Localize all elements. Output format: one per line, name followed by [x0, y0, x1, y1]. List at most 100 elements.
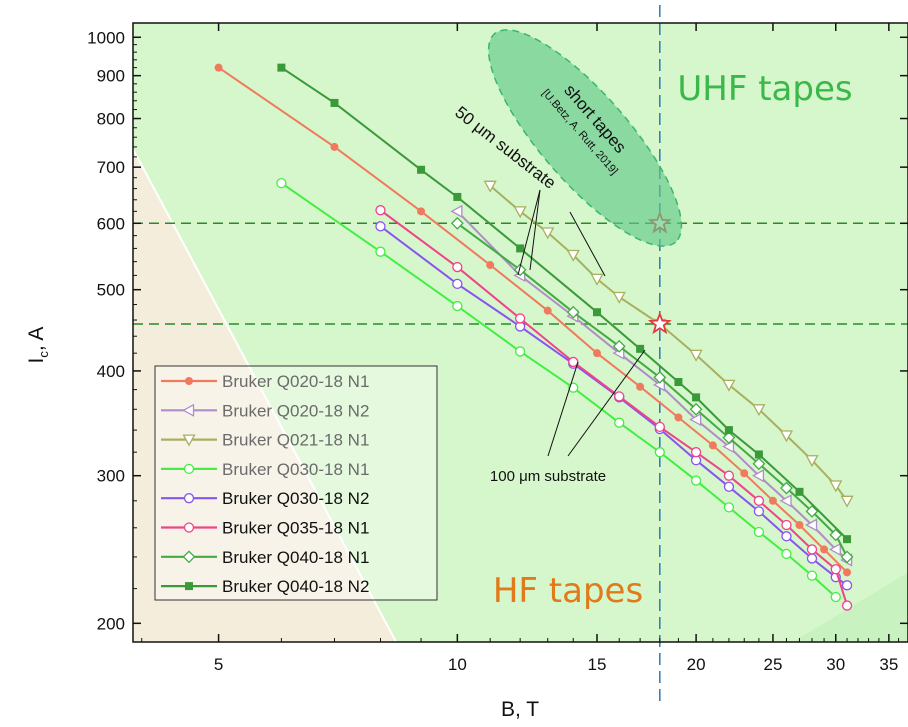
data-point — [795, 520, 804, 529]
substrate-50-pointer — [529, 189, 541, 271]
star-marker — [647, 311, 672, 335]
y-axis-title-unit: , A — [25, 327, 48, 352]
data-point — [614, 417, 625, 428]
legend-label: Bruker Q030-18 N1 — [222, 460, 369, 479]
legend-label: Bruker Q020-18 N2 — [222, 401, 369, 420]
y-tick-label: 500 — [97, 281, 125, 300]
data-point — [805, 504, 819, 518]
data-point — [514, 346, 526, 357]
legend-swatch-marker — [183, 463, 195, 475]
data-point — [840, 495, 854, 508]
y-tick-label: 1000 — [87, 28, 125, 47]
series-1 — [214, 63, 852, 577]
data-point — [452, 300, 463, 312]
substrate-100-pointer — [567, 349, 646, 457]
y-axis-title: Ic, A — [25, 327, 51, 364]
data-point — [830, 564, 841, 575]
short-tapes-ellipse — [487, 29, 683, 247]
data-point — [593, 308, 602, 317]
data-point — [375, 221, 386, 232]
data-point — [828, 542, 841, 557]
data-point — [806, 553, 818, 564]
legend-item: Bruker Q021-18 N1 — [161, 431, 369, 450]
legend-item: Bruker Q035-18 N1 — [161, 519, 369, 538]
data-point — [417, 207, 426, 216]
data-point — [483, 180, 497, 193]
data-point — [806, 544, 818, 555]
legend-box — [154, 365, 438, 601]
data-point — [752, 457, 766, 471]
x-tick-label: 35 — [879, 655, 898, 674]
data-point — [752, 404, 766, 417]
x-axis-title: B, T — [501, 698, 539, 721]
data-point — [754, 450, 763, 459]
data-point — [768, 496, 777, 505]
legend-swatch-marker — [185, 582, 193, 591]
substrate-100-label: 100 μm substrate — [490, 468, 606, 485]
legend-swatch-marker — [183, 522, 195, 533]
data-point — [723, 502, 735, 513]
y-tick-label: 600 — [97, 214, 125, 233]
data-point — [724, 426, 733, 435]
data-point — [653, 370, 667, 384]
legend-label: Bruker Q035-18 N1 — [222, 519, 369, 538]
data-point — [795, 487, 804, 496]
data-point — [453, 192, 462, 201]
data-point — [753, 506, 765, 517]
data-point — [541, 227, 555, 240]
data-point — [543, 306, 552, 315]
data-point — [843, 568, 852, 577]
legend-item: Bruker Q020-18 N1 — [161, 372, 369, 391]
data-point — [516, 244, 525, 253]
data-point — [689, 349, 703, 362]
data-point — [806, 570, 818, 581]
x-tick-label: 15 — [588, 655, 607, 674]
data-point — [781, 531, 792, 542]
x-tick-label: 30 — [826, 655, 845, 674]
legend: Bruker Q020-18 N1 Bruker Q020-18 N2 Bruker… — [154, 365, 438, 601]
data-point — [829, 528, 843, 542]
legend-label: Bruker Q040-18 N1 — [222, 548, 369, 567]
plot-frame — [132, 22, 908, 643]
data-point — [779, 430, 794, 443]
data-point — [612, 339, 626, 353]
series-layer — [214, 63, 854, 611]
data-point — [452, 278, 463, 290]
legend-label: Bruker Q030-18 N2 — [222, 489, 369, 508]
data-point — [722, 379, 736, 392]
x-tick-label: 10 — [448, 655, 467, 674]
legend-item: Bruker Q040-18 N1 — [161, 548, 369, 567]
data-point — [723, 481, 735, 492]
data-point — [450, 216, 464, 230]
data-point — [829, 480, 843, 493]
data-point — [722, 431, 736, 445]
data-point — [375, 246, 386, 257]
legend-item: Bruker Q020-18 N2 — [161, 401, 369, 420]
y-tick-label: 400 — [97, 362, 125, 381]
data-point — [330, 98, 339, 107]
data-point — [566, 249, 580, 262]
data-point — [590, 273, 604, 286]
data-point — [820, 545, 829, 554]
data-point — [593, 349, 602, 358]
legend-swatch-marker — [182, 550, 196, 564]
data-point — [654, 421, 665, 433]
legend-swatch-marker — [182, 403, 195, 417]
y-axis-title-main: I — [25, 358, 48, 364]
data-point — [375, 205, 386, 216]
legend-label: Bruker Q020-18 N1 — [222, 372, 369, 391]
series-2 — [450, 204, 853, 567]
legend-item: Bruker Q030-18 N1 — [161, 460, 369, 479]
data-point — [841, 580, 853, 591]
data-point — [612, 291, 626, 304]
data-point — [614, 391, 625, 402]
data-point — [674, 378, 683, 387]
data-point — [636, 344, 645, 353]
legend-label: Bruker Q021-18 N1 — [222, 431, 369, 450]
data-point — [452, 261, 463, 273]
data-point — [780, 481, 793, 495]
data-point — [723, 470, 735, 481]
data-point — [513, 206, 527, 219]
hf-tapes-label: HF tapes — [493, 571, 643, 611]
